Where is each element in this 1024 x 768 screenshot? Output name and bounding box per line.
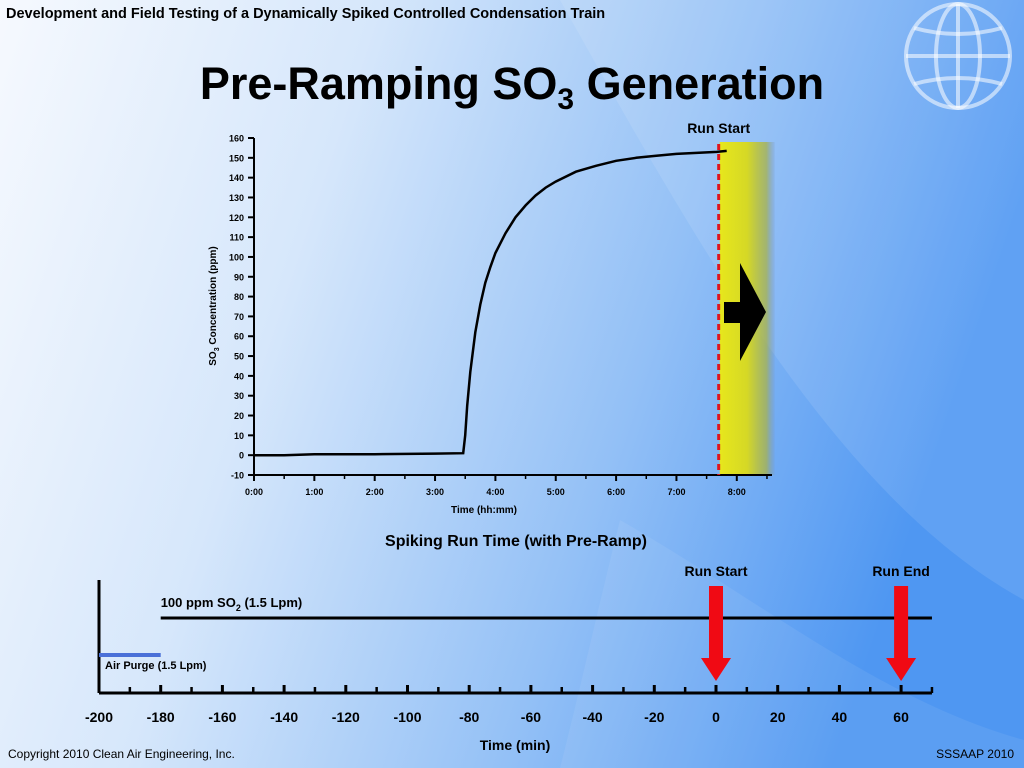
timeline-tick-label: -100 bbox=[393, 709, 421, 725]
timeline-tick-label: 0 bbox=[712, 709, 720, 725]
y-tick-label: 140 bbox=[229, 173, 244, 183]
y-tick-label: 160 bbox=[229, 134, 244, 144]
y-tick-label: -10 bbox=[231, 471, 244, 481]
y-axis-label: SO3 Concentration (ppm) bbox=[208, 246, 221, 365]
y-tick-label: 0 bbox=[239, 451, 244, 461]
timeline-tick-label: 60 bbox=[893, 709, 909, 725]
title-subscript: 3 bbox=[557, 83, 575, 116]
so2-bar-label: 100 ppm SO2 (1.5 Lpm) bbox=[161, 595, 303, 613]
y-tick-label: 130 bbox=[229, 193, 244, 203]
so2-label-main: 100 ppm SO bbox=[161, 595, 236, 610]
marker-label: Run End bbox=[872, 563, 930, 579]
ylabel-end: Concentration (ppm) bbox=[208, 246, 219, 347]
y-tick-label: 70 bbox=[234, 312, 244, 322]
timeline-tick-label: 20 bbox=[770, 709, 786, 725]
timeline-ticks: -200 -180 -160 -140 -120 -100 -80 -60 -40 -20 0 20 4… bbox=[85, 685, 934, 725]
run-start-label: Run Start bbox=[687, 120, 750, 136]
y-tick-label: 120 bbox=[229, 213, 244, 223]
x-tick-label: 0:00 bbox=[245, 487, 263, 497]
title-text-end: Generation bbox=[574, 58, 825, 109]
title-text: Pre-Ramping SO bbox=[199, 58, 558, 109]
chart-axes bbox=[253, 138, 772, 476]
so2-label-sub: 2 bbox=[236, 603, 241, 613]
y-tick-label: 150 bbox=[229, 153, 244, 163]
timeline-tick-label: -160 bbox=[208, 709, 236, 725]
y-tick-label: 10 bbox=[234, 431, 244, 441]
copyright-footer: Copyright 2010 Clean Air Engineering, In… bbox=[8, 747, 235, 761]
globe-icon bbox=[904, 2, 1012, 110]
marker-label: Run Start bbox=[685, 563, 748, 579]
x-tick-label: 6:00 bbox=[607, 487, 625, 497]
timeline-markers: Run Start Run End bbox=[685, 563, 930, 681]
y-tick-label: 40 bbox=[234, 371, 244, 381]
y-tick-label: 110 bbox=[229, 233, 244, 243]
y-tick-label: 100 bbox=[229, 252, 244, 262]
y-tick-label: 90 bbox=[234, 272, 244, 282]
x-ticks: 0:00 1:00 2:00 3:00 4:00 5:00 6:00 7:00 8:00 bbox=[245, 475, 768, 497]
so3-curve-line bbox=[254, 149, 727, 457]
x-tick-label: 8:00 bbox=[728, 487, 746, 497]
down-arrow-icon bbox=[701, 586, 731, 681]
timeline-tick-label: -80 bbox=[459, 709, 479, 725]
x-tick-label: 3:00 bbox=[426, 487, 444, 497]
timeline-tick-label: -120 bbox=[332, 709, 360, 725]
timeline-axes bbox=[97, 580, 932, 695]
slide-title: Pre-Ramping SO3 Generation bbox=[0, 58, 1024, 117]
ylabel-main: SO bbox=[208, 351, 219, 366]
x-tick-label: 4:00 bbox=[486, 487, 504, 497]
air-purge-label: Air Purge (1.5 Lpm) bbox=[105, 660, 207, 672]
y-ticks: -10 0 10 20 30 40 50 60 70 80 90 100 110 120 130 140 150… bbox=[229, 134, 254, 481]
y-tick-label: 30 bbox=[234, 391, 244, 401]
y-tick-label: 20 bbox=[234, 411, 244, 421]
y-tick-label: 80 bbox=[234, 292, 244, 302]
timeline-tick-label: -60 bbox=[521, 709, 541, 725]
timeline-tick-label: -200 bbox=[85, 709, 113, 725]
timeline-tick-label: -140 bbox=[270, 709, 298, 725]
x-axis-label: Time (hh:mm) bbox=[451, 505, 517, 516]
presentation-header: Development and Field Testing of a Dynam… bbox=[6, 6, 606, 22]
timeline-tick-label: -40 bbox=[582, 709, 602, 725]
timeline-tick-label: -180 bbox=[147, 709, 175, 725]
x-tick-label: 2:00 bbox=[366, 487, 384, 497]
timeline-tick-label: 40 bbox=[832, 709, 848, 725]
down-arrow-icon bbox=[886, 586, 917, 681]
timeline-tick-label: -20 bbox=[644, 709, 664, 725]
y-tick-label: 50 bbox=[234, 352, 244, 362]
y-tick-label: 60 bbox=[234, 332, 244, 342]
right-arrow-icon bbox=[724, 263, 766, 361]
conference-footer: SSSAAP 2010 bbox=[936, 747, 1014, 761]
x-tick-label: 5:00 bbox=[547, 487, 565, 497]
timeline-x-axis-label: Time (min) bbox=[480, 737, 551, 753]
so2-label-end: (1.5 Lpm) bbox=[241, 595, 302, 610]
timeline-title: Spiking Run Time (with Pre-Ramp) bbox=[385, 533, 647, 550]
ylabel-sub: 3 bbox=[214, 347, 221, 351]
x-tick-label: 7:00 bbox=[667, 487, 685, 497]
x-tick-label: 1:00 bbox=[305, 487, 323, 497]
